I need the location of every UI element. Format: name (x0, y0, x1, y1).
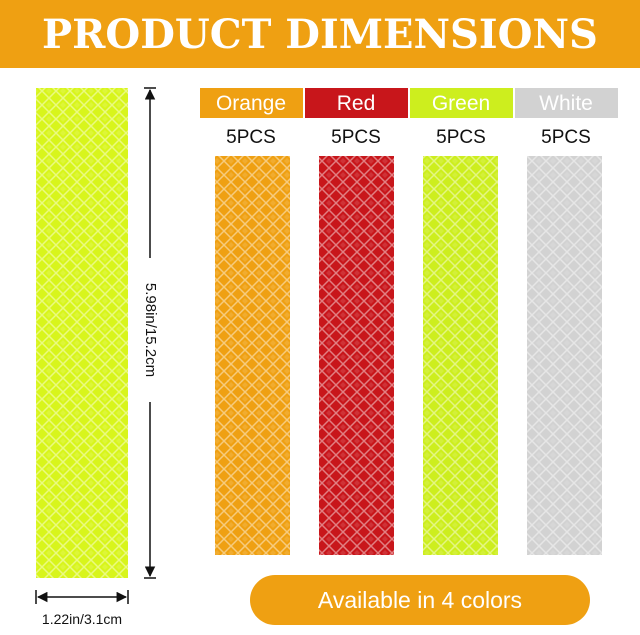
variant-label-bg (410, 88, 513, 118)
variant-count: 5PCS (541, 127, 591, 148)
strip-pattern (319, 156, 394, 555)
strip-pattern (36, 88, 128, 578)
header-title: PRODUCT DIMENSIONS (42, 11, 598, 58)
badge-text: Available in 4 colors (318, 587, 522, 613)
variants: Orange 5PCS Red 5PCS Green 5PCS White 5PCS (200, 88, 618, 555)
width-label: 1.22in/3.1cm (42, 611, 122, 627)
header-band (0, 0, 640, 68)
variant-count: 5PCS (436, 127, 486, 148)
variant-name: White (539, 92, 593, 115)
variant-label-bg (305, 88, 408, 118)
variant-label-bg (515, 88, 618, 118)
variant-name: Red (337, 92, 376, 115)
sample-strip (36, 88, 128, 578)
label-bg (138, 258, 162, 402)
strip-pattern (527, 156, 602, 555)
variant-count: 5PCS (331, 127, 381, 148)
variant-name: Green (432, 92, 490, 115)
strip-pattern (423, 156, 498, 555)
variant-label-bg (200, 88, 303, 118)
variant-name: Orange (216, 92, 286, 115)
length-label: 5.98in/15.2cm (142, 283, 159, 377)
strip-pattern (215, 156, 290, 555)
badge (250, 575, 590, 625)
variant-count: 5PCS (226, 127, 276, 148)
